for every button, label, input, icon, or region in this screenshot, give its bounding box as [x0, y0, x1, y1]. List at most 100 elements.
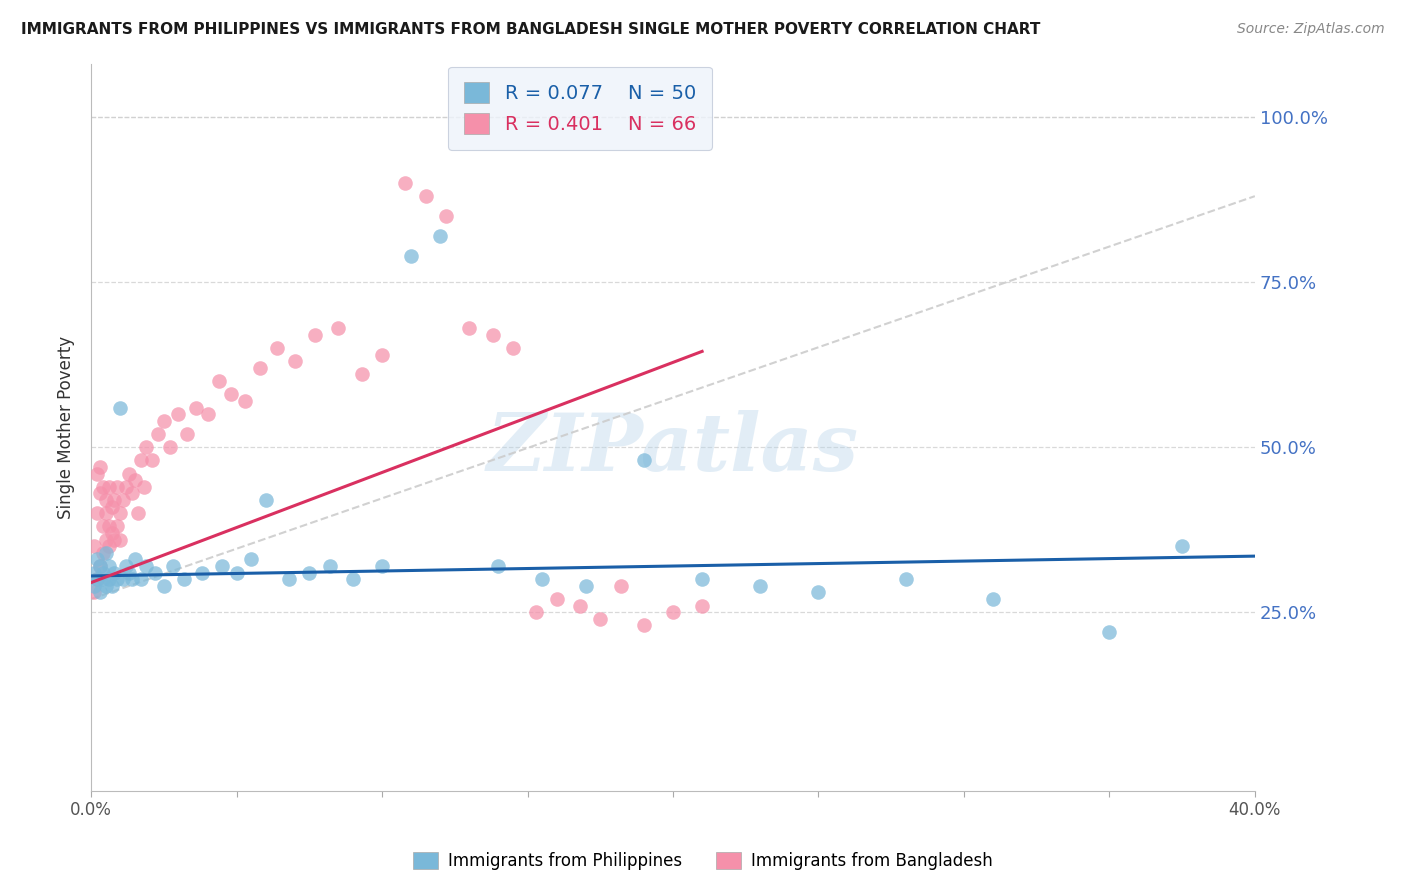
- Point: [86, 552, 108, 566]
- Point: [94, 493, 117, 508]
- Point: [633, 453, 655, 467]
- Point: [89, 559, 111, 574]
- Point: [219, 387, 242, 401]
- Point: [304, 327, 326, 342]
- Point: [342, 572, 364, 586]
- Point: [415, 189, 437, 203]
- Point: [568, 599, 591, 613]
- Point: [112, 493, 135, 508]
- Point: [91, 572, 114, 586]
- Point: [278, 572, 301, 586]
- Point: [153, 414, 176, 428]
- Point: [83, 579, 105, 593]
- Point: [173, 572, 195, 586]
- Point: [502, 341, 524, 355]
- Point: [124, 473, 146, 487]
- Point: [110, 506, 132, 520]
- Point: [110, 401, 132, 415]
- Point: [89, 559, 111, 574]
- Point: [115, 480, 138, 494]
- Point: [100, 526, 122, 541]
- Point: [146, 426, 169, 441]
- Point: [894, 572, 917, 586]
- Point: [434, 209, 457, 223]
- Point: [94, 506, 117, 520]
- Point: [118, 566, 141, 580]
- Point: [633, 618, 655, 632]
- Point: [97, 572, 120, 586]
- Point: [162, 559, 184, 574]
- Point: [190, 566, 212, 580]
- Point: [690, 599, 713, 613]
- Point: [97, 519, 120, 533]
- Point: [103, 533, 125, 547]
- Point: [429, 228, 451, 243]
- Point: [127, 506, 149, 520]
- Point: [266, 341, 288, 355]
- Point: [97, 480, 120, 494]
- Point: [481, 327, 503, 342]
- Point: [86, 467, 108, 481]
- Point: [118, 467, 141, 481]
- Point: [100, 500, 122, 514]
- Point: [105, 519, 128, 533]
- Point: [91, 546, 114, 560]
- Point: [225, 566, 247, 580]
- Point: [197, 407, 219, 421]
- Point: [121, 486, 143, 500]
- Point: [135, 559, 157, 574]
- Point: [86, 572, 108, 586]
- Point: [153, 579, 176, 593]
- Legend: R = 0.077    N = 50, R = 0.401    N = 66: R = 0.077 N = 50, R = 0.401 N = 66: [449, 67, 711, 150]
- Point: [143, 566, 166, 580]
- Point: [89, 486, 111, 500]
- Point: [589, 612, 612, 626]
- Point: [254, 493, 277, 508]
- Point: [488, 559, 510, 574]
- Point: [94, 579, 117, 593]
- Y-axis label: Single Mother Poverty: Single Mother Poverty: [58, 335, 75, 519]
- Point: [458, 321, 481, 335]
- Point: [86, 506, 108, 520]
- Point: [94, 533, 117, 547]
- Point: [399, 249, 422, 263]
- Point: [100, 579, 122, 593]
- Point: [981, 592, 1004, 607]
- Point: [176, 426, 198, 441]
- Point: [83, 566, 105, 580]
- Point: [319, 559, 342, 574]
- Point: [749, 579, 772, 593]
- Point: [94, 546, 117, 560]
- Point: [129, 453, 152, 467]
- Point: [91, 480, 114, 494]
- Point: [575, 579, 598, 593]
- Point: [105, 572, 128, 586]
- Point: [328, 321, 350, 335]
- Point: [394, 176, 416, 190]
- Point: [240, 552, 263, 566]
- Point: [167, 407, 190, 421]
- Point: [184, 401, 207, 415]
- Point: [89, 459, 111, 474]
- Point: [159, 440, 181, 454]
- Point: [135, 440, 157, 454]
- Point: [524, 605, 547, 619]
- Point: [97, 559, 120, 574]
- Point: [662, 605, 685, 619]
- Point: [371, 348, 394, 362]
- Point: [103, 566, 125, 580]
- Point: [141, 453, 163, 467]
- Point: [112, 572, 135, 586]
- Point: [103, 493, 125, 508]
- Point: [298, 566, 321, 580]
- Point: [1098, 625, 1121, 640]
- Point: [208, 374, 231, 388]
- Text: IMMIGRANTS FROM PHILIPPINES VS IMMIGRANTS FROM BANGLADESH SINGLE MOTHER POVERTY : IMMIGRANTS FROM PHILIPPINES VS IMMIGRANT…: [21, 22, 1040, 37]
- Point: [83, 539, 105, 553]
- Point: [105, 480, 128, 494]
- Point: [350, 368, 373, 382]
- Point: [249, 360, 271, 375]
- Point: [807, 585, 830, 599]
- Legend: Immigrants from Philippines, Immigrants from Bangladesh: Immigrants from Philippines, Immigrants …: [406, 845, 1000, 877]
- Point: [110, 533, 132, 547]
